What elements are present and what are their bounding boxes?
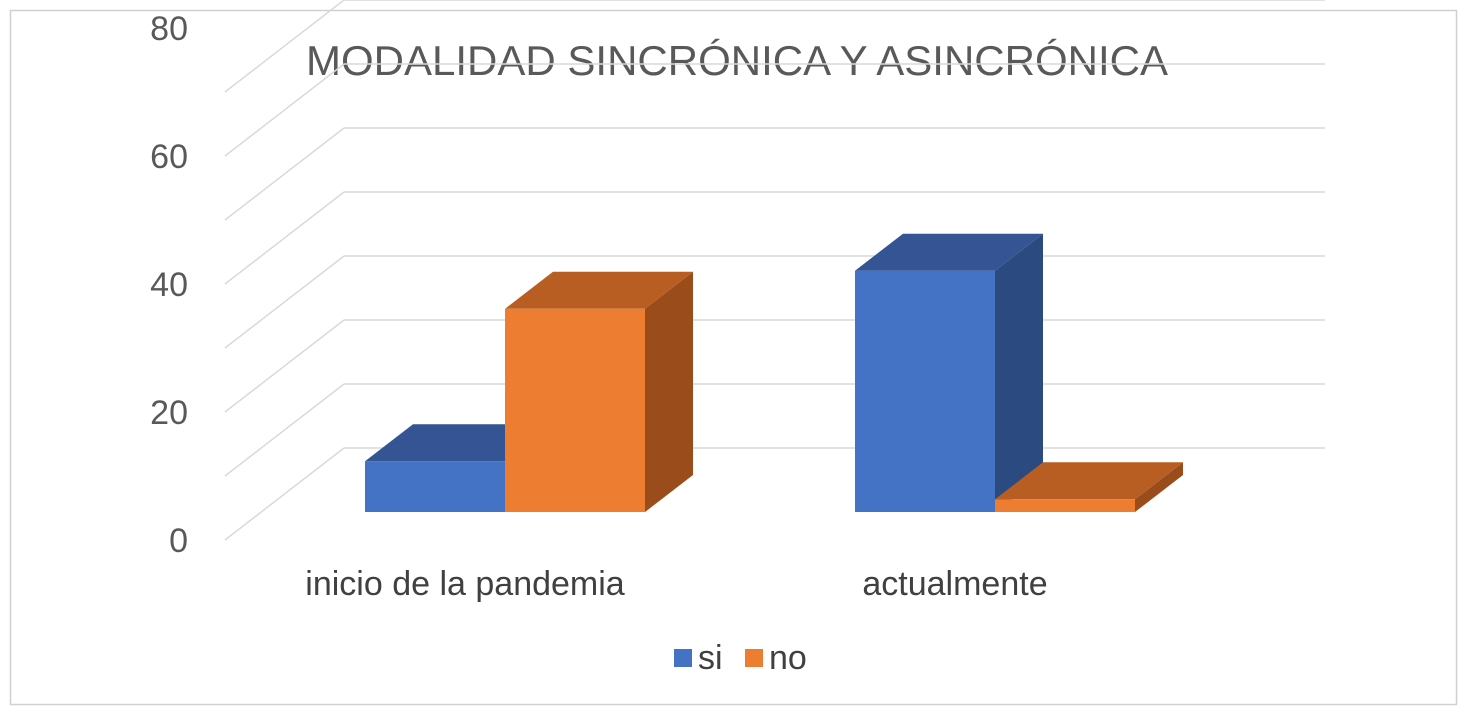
y-axis-tick-labels: 020406080100 xyxy=(150,10,188,560)
gridline-side xyxy=(224,0,345,93)
x-category-label: inicio de la pandemia xyxy=(305,565,625,603)
bar-no-1 xyxy=(505,271,693,512)
gridline-side xyxy=(224,447,345,541)
legend-label: no xyxy=(769,639,807,677)
bar-no-2 xyxy=(995,462,1183,512)
legend-swatch xyxy=(745,649,763,667)
bar-si-2 xyxy=(855,233,1043,512)
chart-title: MODALIDAD SINCRÓNICA Y ASINCRÓNICA xyxy=(306,37,1168,84)
bar-side-face xyxy=(995,233,1043,512)
bar-front-face xyxy=(365,461,505,512)
gridline-side xyxy=(224,383,345,477)
legend-item-si: si xyxy=(674,639,723,677)
x-axis-category-labels: inicio de la pandemia actualmente xyxy=(305,565,1047,603)
y-tick-label: 0 xyxy=(169,522,188,560)
chart-frame xyxy=(9,9,1458,706)
x-category-label: actualmente xyxy=(862,565,1047,603)
gridline-side xyxy=(224,319,345,413)
legend-swatch xyxy=(674,649,692,667)
bar-top-face xyxy=(505,271,693,309)
y-tick-label: 20 xyxy=(150,394,188,432)
y-tick-label: 80 xyxy=(150,10,188,48)
legend: si no xyxy=(674,639,807,677)
gridline-side xyxy=(224,255,345,349)
bar-side-face xyxy=(1135,462,1183,512)
legend-label: si xyxy=(698,639,723,677)
y-tick-label: 40 xyxy=(150,266,188,304)
gridline-side xyxy=(224,63,345,157)
bar-side-face xyxy=(645,271,693,512)
bar-top-face xyxy=(855,233,1043,271)
y-tick-label: 60 xyxy=(150,138,188,176)
bar-top-face xyxy=(995,462,1183,500)
bar-front-face xyxy=(855,270,995,512)
gridline-side xyxy=(224,191,345,285)
bar-front-face xyxy=(995,499,1135,512)
gridline-side xyxy=(224,127,345,221)
bar-front-face xyxy=(505,308,645,512)
legend-item-no: no xyxy=(745,639,807,677)
bars xyxy=(365,233,1183,512)
